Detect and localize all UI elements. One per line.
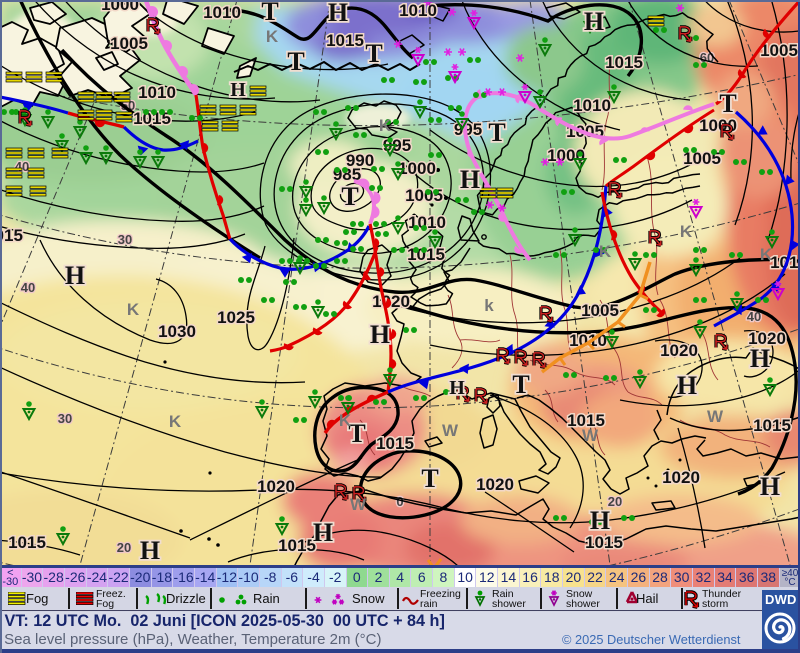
svg-text:1020: 1020 <box>476 475 514 494</box>
svg-text:K: K <box>680 222 693 241</box>
svg-text:H: H <box>65 261 85 290</box>
svg-text:K: K <box>599 242 612 261</box>
svg-text:1015: 1015 <box>753 416 791 435</box>
svg-text:1005: 1005 <box>581 301 619 320</box>
svg-text:1020: 1020 <box>660 341 698 360</box>
svg-text:H: H <box>677 371 697 400</box>
svg-text:1000: 1000 <box>398 159 436 178</box>
svg-text:T: T <box>341 182 358 211</box>
svg-text:H: H <box>460 165 480 194</box>
svg-text:H: H <box>584 7 604 36</box>
svg-text:40: 40 <box>21 280 35 295</box>
svg-text:H: H <box>370 320 390 349</box>
svg-text:W: W <box>582 426 599 445</box>
svg-text:W: W <box>350 495 367 514</box>
svg-text:T: T <box>287 47 304 76</box>
svg-text:K: K <box>266 27 279 46</box>
svg-text:H: H <box>328 0 348 27</box>
svg-text:W: W <box>442 421 459 440</box>
svg-text:1000: 1000 <box>101 0 139 14</box>
svg-text:H: H <box>590 506 610 535</box>
svg-text:1015: 1015 <box>567 411 605 430</box>
svg-text:30: 30 <box>58 411 72 426</box>
svg-text:20: 20 <box>608 494 622 509</box>
svg-text:K: K <box>169 412 182 431</box>
svg-text:990: 990 <box>346 151 374 170</box>
svg-text:1020: 1020 <box>662 468 700 487</box>
svg-text:H: H <box>449 377 465 399</box>
svg-text:T: T <box>365 39 382 68</box>
svg-text:1015: 1015 <box>376 434 414 453</box>
svg-text:T: T <box>488 118 505 147</box>
svg-text:1015: 1015 <box>770 253 800 272</box>
svg-text:1015: 1015 <box>326 31 364 50</box>
svg-text:W: W <box>707 407 724 426</box>
svg-text:T: T <box>348 419 365 448</box>
svg-text:1020: 1020 <box>372 292 410 311</box>
svg-text:T: T <box>421 464 438 493</box>
svg-text:1005: 1005 <box>405 186 443 205</box>
svg-text:T: T <box>512 370 529 399</box>
svg-text:1025: 1025 <box>217 308 255 327</box>
svg-text:K: K <box>379 116 392 135</box>
svg-text:1010: 1010 <box>203 3 241 22</box>
svg-text:1030: 1030 <box>158 322 196 341</box>
svg-text:K: K <box>127 300 140 319</box>
svg-text:K: K <box>760 245 773 264</box>
svg-text:1005: 1005 <box>110 34 148 53</box>
svg-text:H: H <box>230 79 246 101</box>
svg-text:1015: 1015 <box>0 226 23 245</box>
svg-text:1005: 1005 <box>760 41 798 60</box>
svg-text:H: H <box>750 344 770 373</box>
svg-text:H: H <box>760 472 780 501</box>
svg-text:1010: 1010 <box>399 1 437 20</box>
svg-text:T: T <box>261 0 278 26</box>
svg-text:T: T <box>719 89 736 118</box>
svg-text:1015: 1015 <box>278 536 316 555</box>
svg-text:H: H <box>313 518 333 547</box>
svg-text:k: k <box>484 296 494 315</box>
svg-text:1015: 1015 <box>8 533 46 552</box>
svg-text:1010: 1010 <box>573 96 611 115</box>
svg-text:0: 0 <box>396 494 403 509</box>
svg-text:K: K <box>339 411 352 430</box>
svg-text:30: 30 <box>118 232 132 247</box>
svg-text:1015: 1015 <box>605 53 643 72</box>
svg-text:1020: 1020 <box>748 329 786 348</box>
svg-text:H: H <box>140 536 160 565</box>
svg-text:1020: 1020 <box>257 477 295 496</box>
svg-text:20: 20 <box>117 540 131 555</box>
svg-text:1015: 1015 <box>585 533 623 552</box>
svg-text:1010: 1010 <box>138 83 176 102</box>
